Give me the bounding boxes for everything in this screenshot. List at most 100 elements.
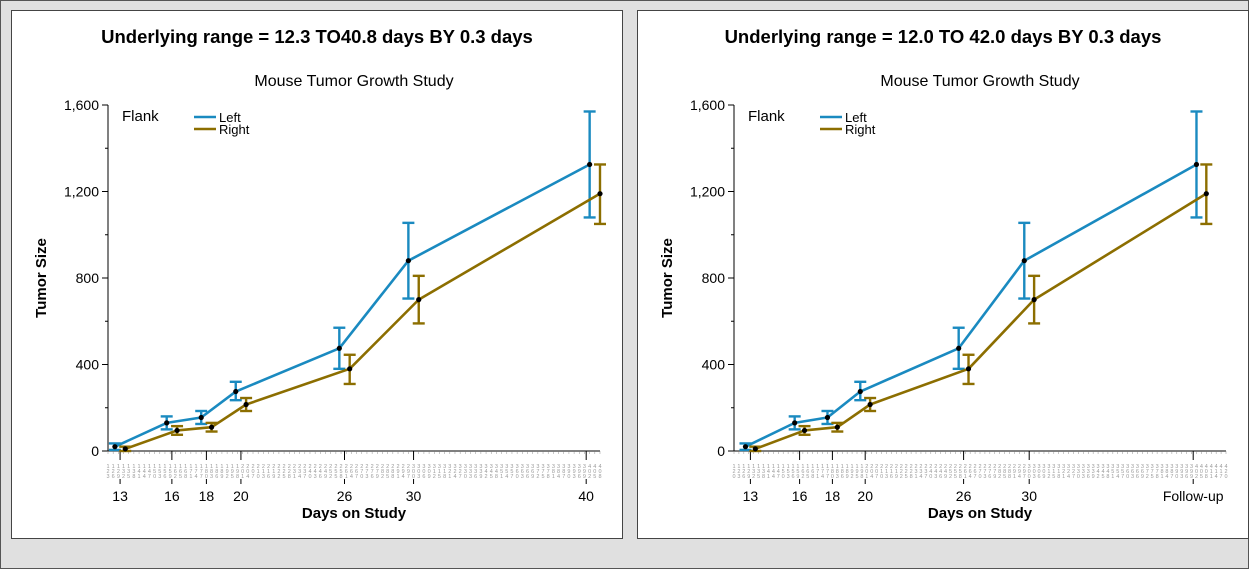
x-grid-label: 5 xyxy=(340,469,343,475)
x-grid-label: 1 xyxy=(792,464,795,470)
x-grid-label: 6 xyxy=(1126,469,1129,475)
x-axis-label: Days on Study xyxy=(302,505,407,522)
x-grid-label: 2 xyxy=(944,464,947,470)
x-grid-label: 4 xyxy=(143,469,146,475)
x-grid-label: 1 xyxy=(732,464,735,470)
x-grid-label: 6 xyxy=(974,469,977,475)
series-line-left xyxy=(114,163,591,448)
x-grid-label: 9 xyxy=(583,469,586,475)
x-grid-label: 1 xyxy=(138,464,141,470)
x-grid-label: 0 xyxy=(1195,469,1198,475)
x-tick-label: 30 xyxy=(1021,488,1037,504)
x-grid-label: 0 xyxy=(875,469,878,475)
x-grid-label: 3 xyxy=(365,474,368,480)
y-tick-label: 1,600 xyxy=(690,97,725,113)
x-grid-label: 2 xyxy=(993,464,996,470)
y-axis-label: Tumor Size xyxy=(33,238,50,318)
x-grid-label: 1 xyxy=(855,464,858,470)
x-grid-label: 5 xyxy=(959,469,962,475)
x-grid-label: 5 xyxy=(542,474,545,480)
x-grid-label: 8 xyxy=(1156,474,1159,480)
x-grid-label: 3 xyxy=(934,474,937,480)
x-grid-label: 3 xyxy=(479,464,482,470)
x-grid-label: 1 xyxy=(762,464,765,470)
x-grid-label: 9 xyxy=(1141,474,1144,480)
x-grid-label: 2 xyxy=(1062,469,1065,475)
x-grid-label: 2 xyxy=(983,464,986,470)
x-grid-label: 2 xyxy=(298,464,301,470)
x-grid-label: 4 xyxy=(402,474,405,480)
x-grid-label: 2 xyxy=(910,469,913,475)
x-grid-label: 3 xyxy=(448,464,451,470)
x-grid-label: 3 xyxy=(464,464,467,470)
x-grid-label: 1 xyxy=(821,464,824,470)
x-grid-label: 3 xyxy=(1072,464,1075,470)
x-grid-label: 3 xyxy=(1121,464,1124,470)
x-grid-label: 5 xyxy=(1111,469,1114,475)
x-grid-label: 4 xyxy=(138,469,141,475)
x-grid-label: 2 xyxy=(1013,464,1016,470)
x-grid-label: 6 xyxy=(988,474,991,480)
x-grid-label: 8 xyxy=(562,469,565,475)
x-grid-label: 4 xyxy=(1018,474,1021,480)
x-grid-label: 3 xyxy=(885,474,888,480)
x-tick-label: 26 xyxy=(956,488,972,504)
x-grid-label: 4 xyxy=(143,474,146,480)
x-grid-label: 9 xyxy=(117,474,120,480)
x-grid-label: 2 xyxy=(350,464,353,470)
x-grid-label: 3 xyxy=(1136,464,1139,470)
x-grid-label: 1 xyxy=(860,464,863,470)
x-grid-label: 8 xyxy=(184,474,187,480)
x-grid-label: 5 xyxy=(169,469,172,475)
x-grid-label: 5 xyxy=(505,469,508,475)
x-grid-label: 4 xyxy=(777,469,780,475)
x-grid-label: 7 xyxy=(826,469,829,475)
x-grid-label: 2 xyxy=(329,474,332,480)
x-grid-label: 0 xyxy=(516,474,519,480)
x-grid-label: 0 xyxy=(153,474,156,480)
x-grid-label: 8 xyxy=(998,469,1001,475)
x-grid-label: 6 xyxy=(267,474,270,480)
x-grid-label: 2 xyxy=(536,474,539,480)
x-grid-label: 9 xyxy=(1175,469,1178,475)
x-grid-label: 2 xyxy=(988,464,991,470)
data-point xyxy=(801,427,808,434)
x-grid-label: 8 xyxy=(386,469,389,475)
x-grid-label: 9 xyxy=(851,469,854,475)
x-grid-label: 0 xyxy=(1028,469,1031,475)
x-grid-label: 1 xyxy=(210,464,213,470)
x-tick-label: 13 xyxy=(112,488,128,504)
x-grid-label: 3 xyxy=(531,464,534,470)
x-grid-label: 3 xyxy=(464,469,467,475)
x-grid-label: 6 xyxy=(174,469,177,475)
x-grid-label: 1 xyxy=(189,464,192,470)
x-grid-label: 7 xyxy=(360,469,363,475)
chart-title: Underlying range = 12.3 TO40.8 days BY 0… xyxy=(101,26,533,47)
x-grid-label: 6 xyxy=(811,469,814,475)
x-grid-label: 4 xyxy=(588,464,591,470)
y-axis-label: Tumor Size xyxy=(659,238,676,318)
x-grid-label: 2 xyxy=(1195,474,1198,480)
x-grid-label: 2 xyxy=(998,464,1001,470)
data-point xyxy=(965,366,972,372)
x-grid-label: 0 xyxy=(732,474,735,480)
x-grid-label: 1 xyxy=(895,469,898,475)
x-grid-label: 2 xyxy=(360,464,363,470)
x-grid-label: 3 xyxy=(158,474,161,480)
x-grid-label: 2 xyxy=(875,464,878,470)
data-point xyxy=(792,420,798,426)
x-grid-label: 7 xyxy=(547,469,550,475)
x-grid-label: 3 xyxy=(443,464,446,470)
x-grid-label: 8 xyxy=(552,469,555,475)
x-grid-label: 9 xyxy=(747,474,750,480)
x-grid-label: 2 xyxy=(485,474,488,480)
x-grid-label: 6 xyxy=(350,469,353,475)
x-grid-label: 2 xyxy=(910,464,913,470)
x-grid-label: 6 xyxy=(531,469,534,475)
x-grid-label: 1 xyxy=(112,464,115,470)
x-grid-label: 2 xyxy=(459,469,462,475)
x-grid-label: 2 xyxy=(1146,474,1149,480)
x-grid-label: 2 xyxy=(801,474,804,480)
x-grid-label: 2 xyxy=(865,464,868,470)
x-grid-label: 3 xyxy=(1141,464,1144,470)
